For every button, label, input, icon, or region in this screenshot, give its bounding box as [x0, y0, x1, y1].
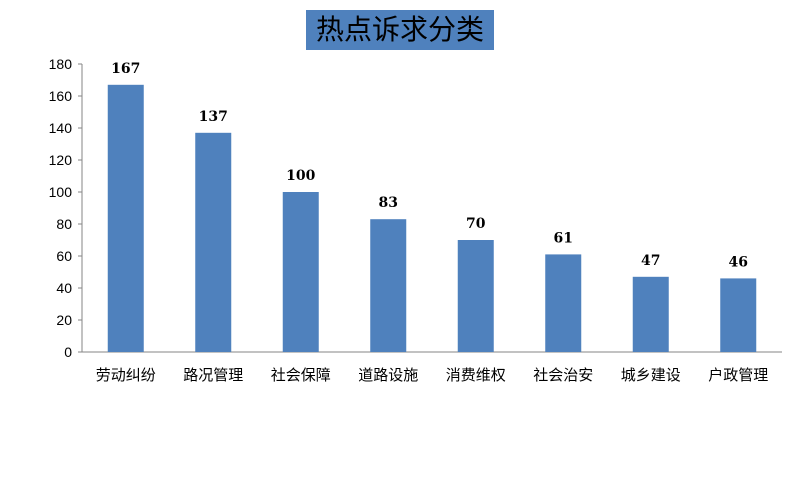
x-tick-label: 社会保障	[271, 366, 331, 384]
y-tick-label: 140	[49, 120, 73, 136]
data-label: 137	[199, 109, 228, 125]
x-tick-label: 道路设施	[358, 366, 418, 384]
bar-4	[457, 240, 494, 352]
y-tick-label: 120	[49, 152, 73, 168]
data-label: 47	[641, 253, 660, 269]
y-tick-label: 160	[49, 88, 73, 104]
x-tick-label: 劳动纠纷	[96, 366, 156, 384]
bar-1	[195, 132, 232, 352]
y-tick-label: 20	[56, 312, 72, 328]
y-tick-label: 40	[56, 280, 72, 296]
bar-2	[282, 192, 319, 352]
data-label: 46	[729, 254, 748, 270]
bar-3	[370, 219, 407, 352]
y-tick-label: 60	[56, 248, 72, 264]
bar-6	[632, 276, 669, 352]
data-label: 70	[466, 216, 486, 232]
data-label: 167	[111, 61, 140, 77]
x-tick-label: 消费维权	[446, 366, 506, 384]
x-tick-label: 户政管理	[708, 366, 768, 384]
bar-7	[720, 278, 757, 352]
y-tick-label: 180	[49, 56, 73, 72]
chart-title: 热点诉求分类	[306, 10, 494, 50]
y-tick-label: 100	[49, 184, 73, 200]
y-tick-label: 0	[64, 344, 72, 360]
data-label: 83	[379, 195, 398, 211]
y-tick-label: 80	[56, 216, 72, 232]
x-tick-label: 城乡建设	[621, 366, 681, 384]
bar-0	[107, 84, 144, 353]
x-tick-label: 路况管理	[183, 366, 243, 384]
data-label: 100	[286, 168, 315, 184]
bar-5	[545, 254, 582, 352]
x-tick-label: 社会治安	[533, 366, 593, 384]
data-label: 61	[554, 230, 573, 246]
